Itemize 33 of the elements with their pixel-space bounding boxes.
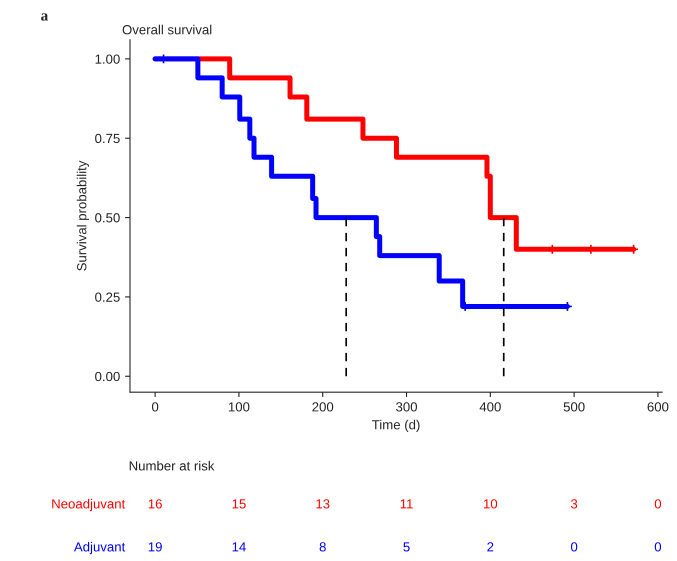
x-tick-label: 200 xyxy=(312,402,334,412)
text: 5 xyxy=(403,542,410,552)
chart-title: Overall survival xyxy=(122,24,212,34)
text: 16 xyxy=(148,499,162,509)
text: 19 xyxy=(148,542,162,552)
y-tick-label: 0.00 xyxy=(95,372,120,382)
text: 14 xyxy=(232,542,246,552)
y-tick-label: 1.00 xyxy=(96,54,120,64)
text: 0 xyxy=(570,542,578,552)
y-tick-label: 0.75 xyxy=(95,134,120,144)
text: 11 xyxy=(400,499,413,508)
y-tick-label: 0.50 xyxy=(95,213,120,222)
text: 10 xyxy=(484,499,498,509)
y-axis-title: Survival probability xyxy=(76,160,90,271)
text: 13 xyxy=(316,499,330,509)
text: 8 xyxy=(320,542,326,552)
text: 3 xyxy=(570,499,578,509)
x-tick-label: 600 xyxy=(648,402,668,412)
y-tick-label: 0.25 xyxy=(95,292,120,302)
x-tick-label: 400 xyxy=(480,402,501,412)
text: 0 xyxy=(654,542,662,552)
x-axis-title: Time (d) xyxy=(372,420,420,432)
x-tick-label: 0 xyxy=(152,402,158,412)
text: Neoadjuvant xyxy=(52,498,126,512)
text: a xyxy=(41,13,48,21)
text: Number at risk xyxy=(130,460,214,471)
x-tick-label: 300 xyxy=(396,402,418,412)
text: Adjuvant xyxy=(74,542,126,554)
text: 2 xyxy=(487,542,494,552)
text: 0 xyxy=(654,499,662,509)
x-tick-label: 100 xyxy=(228,402,250,412)
text: 15 xyxy=(232,499,246,509)
x-tick-label: 500 xyxy=(564,402,585,412)
